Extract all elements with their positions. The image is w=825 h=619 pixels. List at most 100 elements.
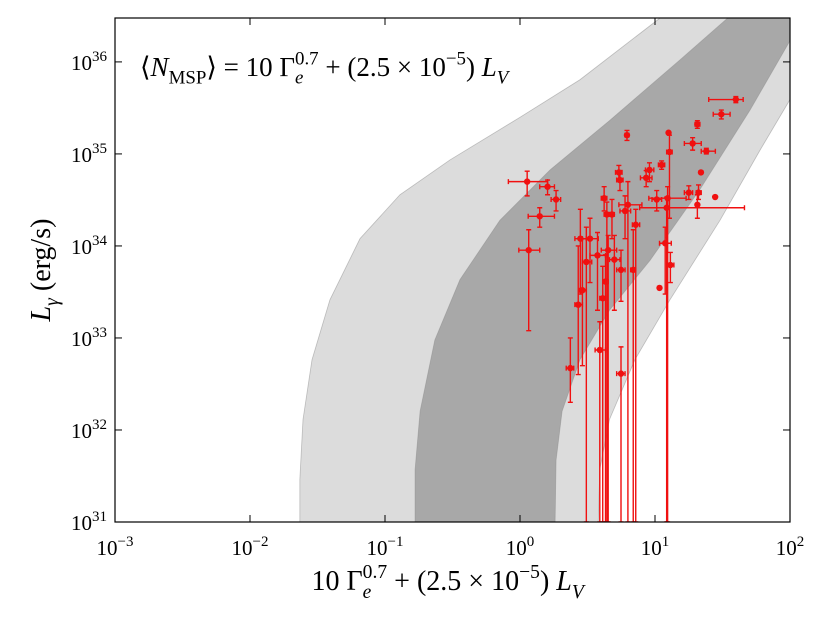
x-tick-label: 100 bbox=[506, 534, 535, 560]
tick-base: 10 bbox=[71, 51, 92, 75]
y-error-bar bbox=[664, 196, 670, 522]
text-part: ⟨ bbox=[140, 52, 151, 82]
tick-exponent: −3 bbox=[118, 534, 134, 550]
text-part: + (2.5 × 10 bbox=[319, 52, 446, 82]
y-tick-label: 1036 bbox=[71, 49, 108, 75]
data-point bbox=[624, 201, 632, 208]
text-part: e bbox=[295, 68, 303, 89]
data-point bbox=[630, 266, 637, 274]
data-point bbox=[575, 301, 582, 308]
x-tick-label: 102 bbox=[776, 534, 805, 560]
text-part: L bbox=[555, 566, 572, 597]
text-part: + (2.5 × 10 bbox=[387, 566, 519, 597]
text-part: γ bbox=[42, 297, 63, 306]
y-error-bar bbox=[609, 198, 615, 240]
tick-base: 10 bbox=[71, 419, 92, 443]
data-point bbox=[663, 204, 670, 211]
data-point bbox=[732, 96, 740, 103]
x-tick-label: 10−2 bbox=[232, 534, 269, 560]
y-tick-label: 1031 bbox=[71, 509, 107, 535]
data-point bbox=[596, 346, 603, 354]
data-point bbox=[685, 189, 693, 196]
data-point bbox=[689, 140, 696, 147]
y-error-bar bbox=[618, 249, 624, 303]
text-part: −5 bbox=[446, 49, 466, 70]
data-point bbox=[653, 196, 660, 203]
data-point bbox=[583, 258, 590, 266]
data-point bbox=[599, 295, 606, 302]
axes: 10−3 10−2 10−1 100 101 1021031103210331034103… bbox=[26, 18, 804, 603]
y-error-bar bbox=[633, 208, 639, 522]
y-tick-label: 1032 bbox=[71, 417, 107, 443]
tick-base: 10 bbox=[232, 536, 253, 560]
data-point bbox=[667, 261, 674, 269]
y-error-bar bbox=[622, 195, 628, 240]
data-point bbox=[658, 161, 665, 169]
data-point bbox=[617, 266, 625, 274]
y-error-bar bbox=[526, 229, 532, 332]
text-part: −5 bbox=[519, 562, 540, 583]
x-tick-label: 101 bbox=[641, 534, 670, 560]
data-point bbox=[694, 121, 701, 128]
tick-exponent: 2 bbox=[797, 534, 805, 550]
data-point bbox=[604, 246, 612, 254]
data-point bbox=[621, 207, 629, 215]
data-point bbox=[608, 211, 616, 218]
x-axis-label: 10 Γe0.7 + (2.5 × 10−5) LV bbox=[311, 562, 585, 603]
text-part: N bbox=[150, 52, 171, 82]
tick-exponent: 32 bbox=[92, 417, 107, 433]
text-part: (erg/s) bbox=[26, 219, 57, 299]
data-point bbox=[646, 166, 653, 174]
text-part: ) bbox=[466, 52, 482, 82]
data-point bbox=[623, 131, 631, 139]
data-point bbox=[602, 278, 609, 285]
data-point bbox=[536, 213, 543, 220]
data-point bbox=[600, 195, 608, 202]
y-error-bar bbox=[630, 229, 636, 522]
x-error-bar bbox=[638, 205, 746, 211]
text-part: 0.7 bbox=[363, 562, 388, 583]
tick-exponent: 34 bbox=[92, 233, 108, 249]
data-point bbox=[632, 221, 639, 228]
plot-area bbox=[299, 18, 790, 522]
text-part: 0.7 bbox=[295, 49, 319, 70]
y-error-bar bbox=[625, 180, 631, 522]
data-point bbox=[586, 235, 594, 242]
data-point bbox=[703, 148, 710, 155]
tick-exponent: −1 bbox=[388, 534, 404, 550]
text-part: MSP bbox=[169, 68, 207, 89]
tick-exponent: 36 bbox=[92, 49, 108, 65]
tick-exponent: 31 bbox=[92, 509, 107, 525]
text-part: ⟩ = 10 Γ bbox=[206, 52, 295, 82]
y-error-bar bbox=[575, 245, 581, 376]
tick-base: 10 bbox=[71, 327, 92, 351]
y-error-bar bbox=[587, 217, 593, 284]
data-point bbox=[711, 193, 719, 201]
y-error-bar bbox=[583, 226, 589, 522]
data-point bbox=[544, 183, 551, 190]
data-point bbox=[665, 129, 672, 136]
y-error-bar bbox=[600, 265, 606, 522]
tick-base: 10 bbox=[71, 511, 92, 535]
data-point bbox=[718, 111, 725, 118]
data-point bbox=[603, 211, 611, 218]
data-point bbox=[664, 195, 671, 202]
text-part: L bbox=[481, 52, 497, 82]
data-point bbox=[594, 252, 601, 259]
annotation: ⟨NMSP⟩ = 10 Γe0.7 + (2.5 × 10−5) LV bbox=[140, 49, 511, 89]
y-error-bar bbox=[603, 254, 609, 522]
data-point bbox=[611, 256, 618, 263]
y-tick-label: 1033 bbox=[71, 325, 107, 351]
tick-base: 10 bbox=[641, 536, 662, 560]
tick-exponent: −2 bbox=[253, 534, 269, 550]
data-point bbox=[642, 174, 650, 182]
data-point bbox=[694, 201, 701, 208]
tick-base: 10 bbox=[776, 536, 797, 560]
tick-base: 10 bbox=[71, 143, 92, 167]
y-error-bar bbox=[594, 231, 600, 311]
tick-base: 10 bbox=[71, 235, 92, 259]
data-point bbox=[617, 370, 625, 377]
text-part: e bbox=[363, 582, 372, 603]
data-point bbox=[552, 196, 560, 203]
